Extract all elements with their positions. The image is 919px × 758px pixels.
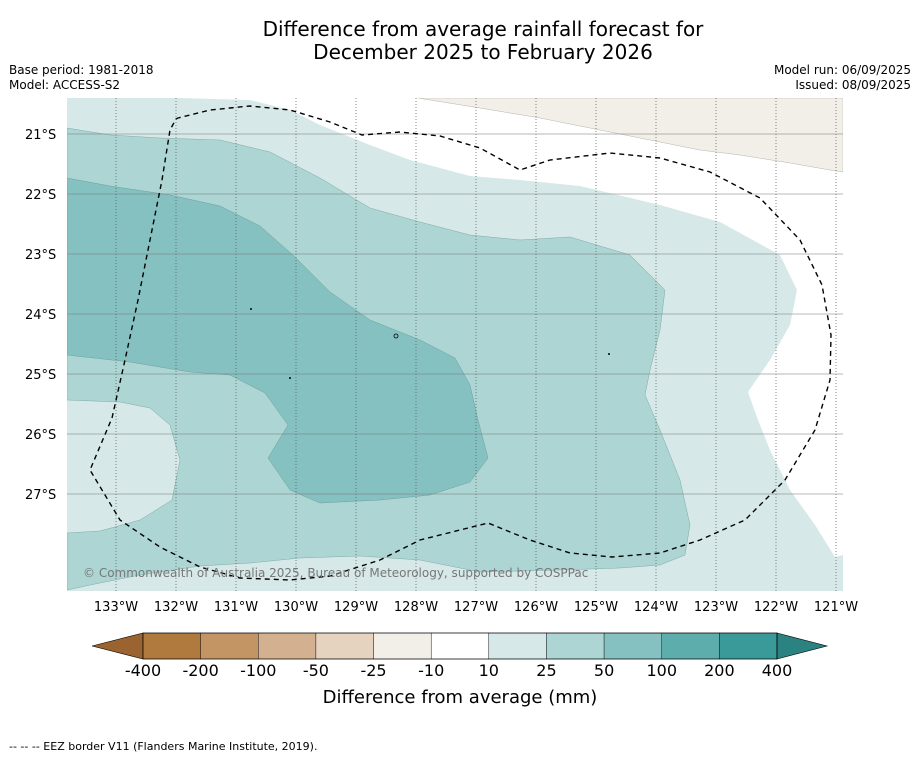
colorbar-tick-label: -400 <box>125 661 161 680</box>
colorbar-tick-label: -10 <box>418 661 444 680</box>
meta-right: Model run: 06/09/2025 Issued: 08/09/2025 <box>774 63 911 93</box>
colorbar: -400 -200 -100 -50 -25 -10 10 25 50 100 200 400 Dif… <box>91 632 829 708</box>
lat-label: 27°S <box>25 488 56 503</box>
lat-label: 22°S <box>25 188 56 203</box>
colorbar-segment <box>661 632 720 660</box>
colorbar-tick-label: 400 <box>762 661 793 680</box>
parallels <box>67 133 843 495</box>
lat-label: 21°S <box>25 128 56 143</box>
colorbar-segment <box>373 632 432 660</box>
lon-label: 122°W <box>754 600 798 615</box>
lon-label: 131°W <box>214 600 258 615</box>
colorbar-segment <box>488 632 547 660</box>
lon-label: 129°W <box>334 600 378 615</box>
island-marker <box>393 333 399 339</box>
lon-label: 124°W <box>634 600 678 615</box>
colorbar-tick-label: -25 <box>360 661 386 680</box>
lat-label: 24°S <box>25 308 56 323</box>
lat-label: 26°S <box>25 428 56 443</box>
map-area <box>67 98 843 591</box>
title-line-2: December 2025 to February 2026 <box>313 40 653 64</box>
colorbar-segment <box>546 632 605 660</box>
island-marker <box>250 308 252 310</box>
shade-band-minus-25-minus-10 <box>417 98 843 173</box>
eez-footer-note: -- -- -- EEZ border V11 (Flanders Marine… <box>9 740 318 753</box>
island-markers <box>250 308 610 379</box>
colorbar-segment <box>430 632 490 660</box>
lat-label: 25°S <box>25 368 56 383</box>
lon-label: 128°W <box>394 600 438 615</box>
colorbar-segment <box>258 632 317 660</box>
colorbar-tick-label: 100 <box>646 661 677 680</box>
title-line-1: Difference from average rainfall forecas… <box>262 17 704 41</box>
colorbar-tick-label: -200 <box>182 661 218 680</box>
longitude-labels: 133°W 132°W 131°W 130°W 129°W 128°W 127°… <box>94 600 858 615</box>
meta-left: Base period: 1981-2018 Model: ACCESS-S2 <box>9 63 154 93</box>
colorbar-tick-label: 10 <box>479 661 499 680</box>
lat-label: 23°S <box>25 248 56 263</box>
colorbar-title: Difference from average (mm) <box>323 687 598 708</box>
colorbar-tick-label: 25 <box>536 661 556 680</box>
colorbar-tick-label: 200 <box>704 661 735 680</box>
colorbar-outline <box>142 632 778 660</box>
colorbar-segment <box>719 632 778 660</box>
issued-date: Issued: 08/09/2025 <box>795 78 911 92</box>
colorbar-tick-label: 50 <box>594 661 614 680</box>
colorbar-over-arrow <box>776 632 829 660</box>
colorbar-segment <box>315 632 374 660</box>
lon-label: 125°W <box>574 600 618 615</box>
colorbar-segment <box>603 632 662 660</box>
colorbar-under-arrow <box>91 632 144 660</box>
island-marker <box>608 353 610 355</box>
base-period: Base period: 1981-2018 <box>9 63 154 77</box>
map-title: Difference from average rainfall forecas… <box>0 18 919 64</box>
lon-label: 126°W <box>514 600 558 615</box>
eez-border <box>89 105 832 581</box>
model-name: Model: ACCESS-S2 <box>9 78 121 92</box>
colorbar-tick-label: -50 <box>303 661 329 680</box>
latitude-labels: 21°S 22°S 23°S 24°S 25°S 26°S 27°S <box>25 128 56 503</box>
lon-label: 127°W <box>454 600 498 615</box>
lon-label: 133°W <box>94 600 138 615</box>
colorbar-tick-label: -100 <box>240 661 276 680</box>
colorbar-segment <box>200 632 259 660</box>
colorbar-segment <box>142 632 201 660</box>
gridlines <box>115 98 837 591</box>
lon-label: 121°W <box>814 600 858 615</box>
model-run: Model run: 06/09/2025 <box>773 63 911 77</box>
lon-label: 130°W <box>274 600 318 615</box>
copyright-notice: © Commonwealth of Australia 2025, Bureau… <box>83 566 588 580</box>
lon-label: 123°W <box>694 600 738 615</box>
island-marker <box>289 377 291 379</box>
lon-label: 132°W <box>154 600 198 615</box>
